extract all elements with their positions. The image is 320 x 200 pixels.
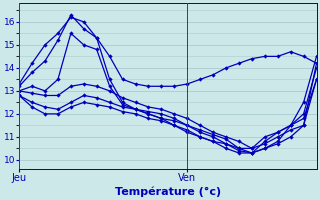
- X-axis label: Température (°c): Température (°c): [115, 186, 221, 197]
